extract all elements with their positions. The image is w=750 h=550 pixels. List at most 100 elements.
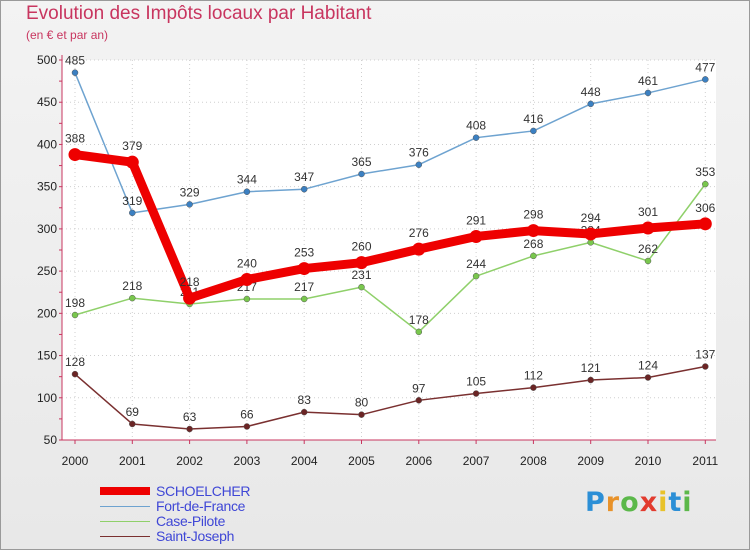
data-label-saint-joseph: 137 bbox=[695, 348, 715, 362]
legend-swatch bbox=[100, 521, 150, 522]
data-point-fort-de-france bbox=[702, 76, 709, 83]
data-label-case-pilote: 353 bbox=[695, 165, 715, 179]
data-point-fort-de-france bbox=[587, 100, 594, 108]
y-tick-label: 100 bbox=[37, 391, 57, 405]
data-label-schoelcher: 379 bbox=[122, 139, 142, 153]
data-point-saint-joseph bbox=[415, 397, 423, 404]
data-label-schoelcher: 240 bbox=[237, 257, 257, 271]
data-label-fort-de-france: 485 bbox=[65, 54, 85, 68]
data-point-schoelcher bbox=[641, 221, 655, 235]
data-point-saint-joseph bbox=[472, 390, 480, 397]
x-tick-label: 2006 bbox=[405, 454, 432, 468]
y-tick-label: 350 bbox=[37, 180, 57, 194]
data-point-schoelcher bbox=[240, 273, 254, 287]
data-label-schoelcher: 306 bbox=[695, 201, 715, 215]
legend-label: Fort-de-France bbox=[156, 498, 246, 514]
data-label-saint-joseph: 80 bbox=[355, 396, 369, 410]
data-label-fort-de-france: 376 bbox=[409, 146, 429, 160]
data-point-case-pilote bbox=[358, 283, 365, 291]
data-point-case-pilote bbox=[129, 294, 136, 302]
data-label-fort-de-france: 319 bbox=[122, 194, 142, 208]
y-tick-label: 250 bbox=[37, 264, 57, 278]
data-label-saint-joseph: 112 bbox=[524, 369, 543, 383]
data-label-fort-de-france: 347 bbox=[294, 170, 314, 184]
data-label-saint-joseph: 97 bbox=[412, 381, 426, 395]
data-point-schoelcher bbox=[125, 155, 139, 169]
legend-item-schoelcher: SCHOELCHER bbox=[100, 483, 360, 499]
data-label-saint-joseph: 124 bbox=[638, 359, 658, 373]
legend-swatch bbox=[100, 506, 150, 507]
y-tick-label: 500 bbox=[37, 53, 57, 67]
series-line-saint-joseph bbox=[74, 365, 707, 430]
y-tick-label: 400 bbox=[37, 137, 57, 151]
data-point-case-pilote bbox=[300, 295, 308, 303]
data-point-fort-de-france bbox=[530, 127, 537, 135]
data-point-schoelcher bbox=[526, 224, 540, 238]
data-point-fort-de-france bbox=[243, 188, 251, 195]
data-point-fort-de-france bbox=[300, 185, 308, 193]
data-label-schoelcher: 294 bbox=[581, 211, 601, 225]
x-tick-label: 2010 bbox=[635, 454, 662, 468]
data-point-schoelcher bbox=[68, 148, 82, 162]
data-point-saint-joseph bbox=[587, 376, 594, 384]
x-tick-label: 2011 bbox=[692, 454, 718, 468]
x-tick-label: 2009 bbox=[577, 454, 604, 468]
y-tick-label: 450 bbox=[37, 95, 57, 109]
logo-letter: t bbox=[668, 487, 683, 518]
data-point-schoelcher bbox=[469, 229, 483, 243]
data-point-saint-joseph bbox=[358, 411, 365, 418]
data-point-schoelcher bbox=[355, 256, 368, 270]
data-label-case-pilote: 231 bbox=[351, 268, 371, 282]
logo-letter: i bbox=[682, 487, 693, 518]
y-tick-label: 50 bbox=[44, 433, 58, 447]
data-label-schoelcher: 276 bbox=[409, 226, 429, 240]
data-point-case-pilote bbox=[71, 311, 79, 319]
proxiti-logo: Proxiti bbox=[585, 487, 693, 518]
data-point-saint-joseph bbox=[644, 374, 652, 381]
plot-area bbox=[62, 60, 716, 440]
data-label-schoelcher: 298 bbox=[523, 208, 543, 222]
x-tick-label: 2001 bbox=[119, 454, 146, 468]
data-label-case-pilote: 262 bbox=[638, 242, 658, 256]
chart-legend: SCHOELCHER Fort-de-France Case-Pilote Sa… bbox=[100, 483, 360, 544]
data-label-schoelcher: 301 bbox=[638, 205, 658, 219]
data-label-schoelcher: 291 bbox=[466, 213, 486, 227]
x-tick-label: 2002 bbox=[176, 454, 203, 468]
series-line-fort-de-france bbox=[74, 71, 707, 214]
x-tick-label: 2005 bbox=[348, 454, 375, 468]
data-point-fort-de-france bbox=[71, 69, 79, 76]
logo-letter: r bbox=[605, 487, 621, 518]
data-label-fort-de-france: 416 bbox=[523, 112, 543, 126]
data-label-schoelcher: 260 bbox=[351, 240, 371, 254]
data-label-case-pilote: 198 bbox=[65, 296, 85, 310]
data-point-case-pilote bbox=[243, 295, 251, 303]
data-label-schoelcher: 218 bbox=[180, 275, 200, 289]
y-tick-label: 200 bbox=[37, 306, 57, 320]
data-point-fort-de-france bbox=[358, 170, 365, 178]
chart-subtitle: (en € et par an) bbox=[26, 28, 109, 42]
series-line-schoelcher bbox=[70, 150, 710, 303]
logo-letter: x bbox=[639, 487, 659, 518]
data-point-fort-de-france bbox=[415, 161, 423, 168]
data-label-saint-joseph: 105 bbox=[466, 375, 486, 389]
data-label-schoelcher: 253 bbox=[294, 246, 314, 260]
data-point-saint-joseph bbox=[243, 423, 251, 430]
y-tick-label: 300 bbox=[37, 222, 57, 236]
data-label-fort-de-france: 461 bbox=[638, 74, 658, 88]
data-point-saint-joseph bbox=[71, 370, 79, 378]
data-point-saint-joseph bbox=[186, 425, 193, 433]
series-line-case-pilote bbox=[74, 183, 707, 333]
data-label-case-pilote: 218 bbox=[122, 279, 142, 293]
data-label-case-pilote: 268 bbox=[523, 237, 543, 251]
data-point-fort-de-france bbox=[472, 134, 480, 141]
data-label-case-pilote: 178 bbox=[409, 313, 429, 327]
data-label-schoelcher: 388 bbox=[65, 132, 85, 146]
logo-letter: i bbox=[658, 487, 669, 518]
data-point-saint-joseph bbox=[129, 420, 136, 428]
data-label-case-pilote: 217 bbox=[294, 280, 314, 294]
data-label-saint-joseph: 128 bbox=[65, 355, 85, 369]
x-tick-label: 2003 bbox=[234, 454, 261, 468]
data-point-case-pilote bbox=[530, 252, 537, 260]
